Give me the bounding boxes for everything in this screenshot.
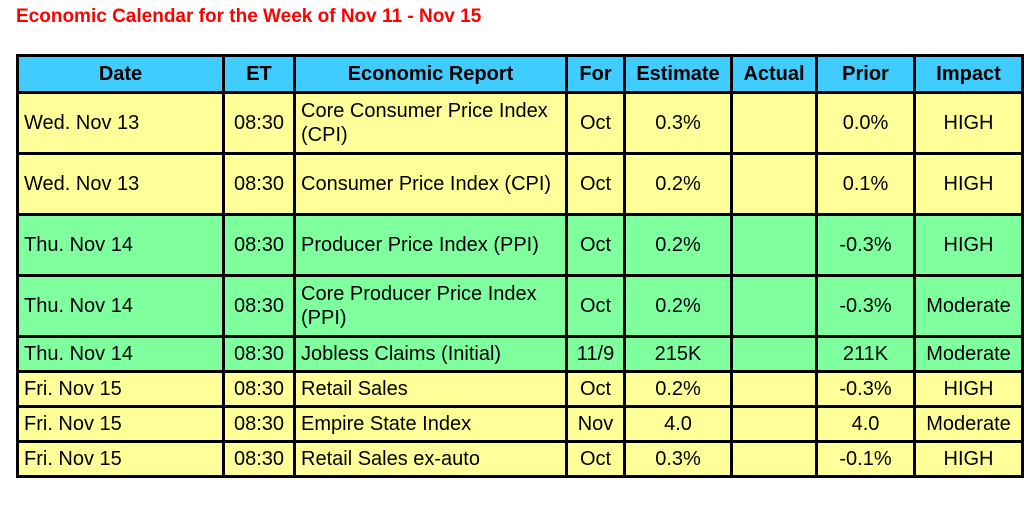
cell-date: Fri. Nov 15	[16, 405, 225, 443]
cell-prior: 0.0%	[815, 91, 916, 155]
column-header: Estimate	[623, 54, 733, 94]
cell-actual	[730, 370, 818, 408]
cell-impact: HIGH	[913, 91, 1024, 155]
cell-date: Wed. Nov 13	[16, 91, 225, 155]
cell-report: Jobless Claims (Initial)	[293, 335, 568, 373]
cell-impact: HIGH	[913, 152, 1024, 216]
cell-report: Core Producer Price Index (PPI)	[293, 274, 568, 338]
cell-estimate: 0.2%	[623, 152, 733, 216]
cell-date: Thu. Nov 14	[16, 213, 225, 277]
cell-report: Retail Sales ex-auto	[293, 440, 568, 478]
cell-for: Oct	[565, 440, 626, 478]
cell-estimate: 0.3%	[623, 91, 733, 155]
cell-for: Oct	[565, 152, 626, 216]
cell-impact: HIGH	[913, 370, 1024, 408]
cell-date: Fri. Nov 15	[16, 370, 225, 408]
cell-estimate: 215K	[623, 335, 733, 373]
table-row: Wed. Nov 13 08:30 Consumer Price Index (CP…	[16, 152, 1024, 216]
cell-for: Oct	[565, 370, 626, 408]
cell-for: Oct	[565, 91, 626, 155]
cell-report: Producer Price Index (PPI)	[293, 213, 568, 277]
cell-actual	[730, 335, 818, 373]
cell-estimate: 0.2%	[623, 370, 733, 408]
cell-estimate: 0.2%	[623, 274, 733, 338]
cell-impact: Moderate	[913, 335, 1024, 373]
cell-prior: 211K	[815, 335, 916, 373]
cell-for: Oct	[565, 274, 626, 338]
cell-report: Consumer Price Index (CPI)	[293, 152, 568, 216]
cell-for: Oct	[565, 213, 626, 277]
cell-actual	[730, 213, 818, 277]
table-row: Thu. Nov 14 08:30 Core Producer Price Inde…	[16, 274, 1024, 338]
table-row: Thu. Nov 14 08:30 Jobless Claims (Initial)…	[16, 335, 1024, 373]
column-header: Impact	[913, 54, 1024, 94]
cell-date: Thu. Nov 14	[16, 335, 225, 373]
table-header-row: Date ET Economic Report For Estimate Actual Pr…	[16, 54, 1024, 94]
cell-prior: 0.1%	[815, 152, 916, 216]
table-row: Fri. Nov 15 08:30 Empire State Index Nov 4.0…	[16, 405, 1024, 443]
cell-report: Core Consumer Price Index (CPI)	[293, 91, 568, 155]
column-header: Economic Report	[293, 54, 568, 94]
cell-prior: -0.3%	[815, 370, 916, 408]
column-header: For	[565, 54, 626, 94]
column-header: Actual	[730, 54, 818, 94]
cell-prior: -0.1%	[815, 440, 916, 478]
cell-date: Wed. Nov 13	[16, 152, 225, 216]
cell-estimate: 0.3%	[623, 440, 733, 478]
page-title: Economic Calendar for the Week of Nov 11…	[16, 6, 482, 27]
cell-actual	[730, 440, 818, 478]
cell-et: 08:30	[222, 274, 296, 338]
cell-actual	[730, 91, 818, 155]
cell-estimate: 4.0	[623, 405, 733, 443]
cell-actual	[730, 152, 818, 216]
cell-prior: -0.3%	[815, 274, 916, 338]
cell-et: 08:30	[222, 213, 296, 277]
cell-actual	[730, 405, 818, 443]
column-header: Prior	[815, 54, 916, 94]
column-header: ET	[222, 54, 296, 94]
cell-report: Empire State Index	[293, 405, 568, 443]
cell-et: 08:30	[222, 405, 296, 443]
cell-actual	[730, 274, 818, 338]
cell-impact: Moderate	[913, 274, 1024, 338]
cell-date: Thu. Nov 14	[16, 274, 225, 338]
cell-prior: -0.3%	[815, 213, 916, 277]
cell-impact: HIGH	[913, 213, 1024, 277]
cell-et: 08:30	[222, 91, 296, 155]
table-row: Wed. Nov 13 08:30 Core Consumer Price Inde…	[16, 91, 1024, 155]
table-row: Fri. Nov 15 08:30 Retail Sales ex-auto Oct 0…	[16, 440, 1024, 478]
cell-date: Fri. Nov 15	[16, 440, 225, 478]
cell-report: Retail Sales	[293, 370, 568, 408]
table-row: Thu. Nov 14 08:30 Producer Price Index (PP…	[16, 213, 1024, 277]
economic-calendar-table: Date ET Economic Report For Estimate Actual Pr…	[16, 54, 1024, 478]
cell-for: 11/9	[565, 335, 626, 373]
table-row: Fri. Nov 15 08:30 Retail Sales Oct 0.2% -0.3%…	[16, 370, 1024, 408]
cell-et: 08:30	[222, 335, 296, 373]
cell-et: 08:30	[222, 370, 296, 408]
cell-et: 08:30	[222, 152, 296, 216]
cell-prior: 4.0	[815, 405, 916, 443]
cell-et: 08:30	[222, 440, 296, 478]
column-header: Date	[16, 54, 225, 94]
cell-impact: HIGH	[913, 440, 1024, 478]
cell-for: Nov	[565, 405, 626, 443]
cell-estimate: 0.2%	[623, 213, 733, 277]
cell-impact: Moderate	[913, 405, 1024, 443]
